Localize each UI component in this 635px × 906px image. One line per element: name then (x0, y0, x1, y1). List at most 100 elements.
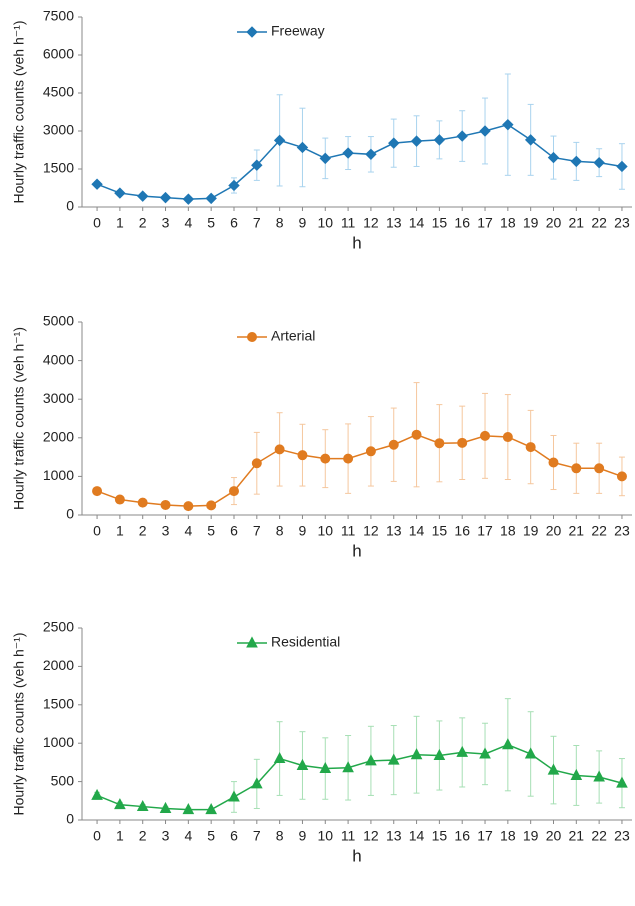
point (411, 429, 422, 440)
x-tick-label: 8 (276, 523, 284, 539)
x-tick-label: 0 (93, 828, 101, 844)
point (273, 134, 286, 147)
x-tick-label: 18 (500, 828, 516, 844)
x-tick-label: 22 (591, 523, 607, 539)
x-tick-label: 16 (454, 215, 470, 231)
point (246, 636, 258, 648)
x-tick-label: 5 (207, 828, 215, 844)
x-tick-label: 2 (139, 828, 147, 844)
point (159, 801, 172, 813)
point (137, 497, 148, 508)
point (183, 501, 194, 512)
point (319, 761, 332, 774)
y-axis-title: Hourly traffic counts (veh h⁻¹) (11, 21, 27, 204)
point (410, 748, 423, 760)
point (251, 458, 262, 469)
x-tick-label: 4 (184, 828, 192, 844)
point (388, 439, 399, 450)
point (228, 486, 239, 497)
point (320, 453, 331, 464)
x-tick-label: 10 (317, 523, 333, 539)
point (365, 754, 377, 766)
y-tick-label: 2500 (43, 619, 74, 635)
series-line (96, 433, 623, 507)
x-tick-label: 13 (386, 215, 402, 231)
point (182, 803, 195, 815)
point (182, 193, 195, 205)
point (593, 770, 605, 782)
point (570, 155, 583, 168)
point (616, 471, 627, 482)
x-tick-label: 19 (523, 523, 539, 539)
series-line (96, 743, 623, 811)
y-tick-label: 2000 (43, 657, 74, 673)
x-tick-label: 7 (253, 828, 261, 844)
y-tick-label: 1500 (43, 160, 74, 176)
x-tick-label: 20 (546, 828, 562, 844)
point (456, 745, 469, 757)
point (457, 437, 468, 448)
x-tick-label: 17 (477, 828, 493, 844)
point (365, 148, 377, 161)
x-tick-label: 18 (500, 523, 516, 539)
point (524, 134, 537, 146)
y-tick-label: 1000 (43, 467, 74, 483)
x-tick-label: 14 (409, 215, 425, 231)
point (296, 141, 309, 154)
point (502, 118, 514, 131)
x-tick-label: 20 (546, 215, 562, 231)
legend-label: Arterial (271, 328, 315, 344)
point (91, 788, 103, 800)
x-tick-label: 7 (253, 523, 261, 539)
point (570, 768, 583, 780)
point (616, 160, 628, 173)
x-tick-label: 3 (162, 215, 170, 231)
point (343, 453, 354, 464)
x-tick-label: 21 (569, 215, 585, 231)
point (525, 442, 536, 453)
point (159, 191, 172, 204)
point (114, 798, 126, 810)
point (524, 747, 537, 759)
y-tick-label: 1500 (43, 696, 74, 712)
point (319, 152, 331, 165)
x-tick-label: 9 (299, 828, 307, 844)
x-tick-label: 8 (276, 828, 284, 844)
point (246, 26, 258, 38)
point (228, 179, 240, 192)
x-tick-label: 23 (614, 828, 630, 844)
x-tick-label: 16 (454, 523, 470, 539)
x-tick-label: 11 (341, 215, 356, 231)
x-tick-label: 1 (116, 523, 124, 539)
point (433, 748, 446, 760)
point (247, 332, 257, 342)
point (388, 137, 400, 149)
x-tick-label: 1 (116, 215, 124, 231)
x-tick-label: 4 (184, 215, 192, 231)
point (250, 777, 263, 789)
legend-label: Residential (271, 634, 340, 650)
y-tick-label: 3000 (43, 122, 74, 138)
y-tick-label: 1000 (43, 734, 74, 750)
x-tick-label: 1 (116, 828, 124, 844)
x-tick-label: 23 (614, 215, 630, 231)
x-tick-label: 20 (546, 523, 562, 539)
y-axis-title: Hourly traffic counts (veh h⁻¹) (11, 633, 27, 816)
point (160, 499, 171, 510)
x-tick-label: 21 (569, 828, 585, 844)
x-tick-label: 15 (432, 828, 448, 844)
x-tick-label: 4 (184, 523, 192, 539)
x-tick-label: 3 (162, 828, 170, 844)
point (251, 159, 263, 171)
x-tick-label: 6 (230, 215, 238, 231)
x-tick-label: 19 (523, 828, 539, 844)
point (594, 463, 605, 474)
y-axis-title: Hourly traffic counts (veh h⁻¹) (11, 327, 27, 510)
point (136, 190, 149, 202)
point (206, 500, 217, 511)
point (92, 486, 103, 497)
x-tick-label: 22 (591, 215, 607, 231)
x-tick-label: 11 (341, 523, 356, 539)
